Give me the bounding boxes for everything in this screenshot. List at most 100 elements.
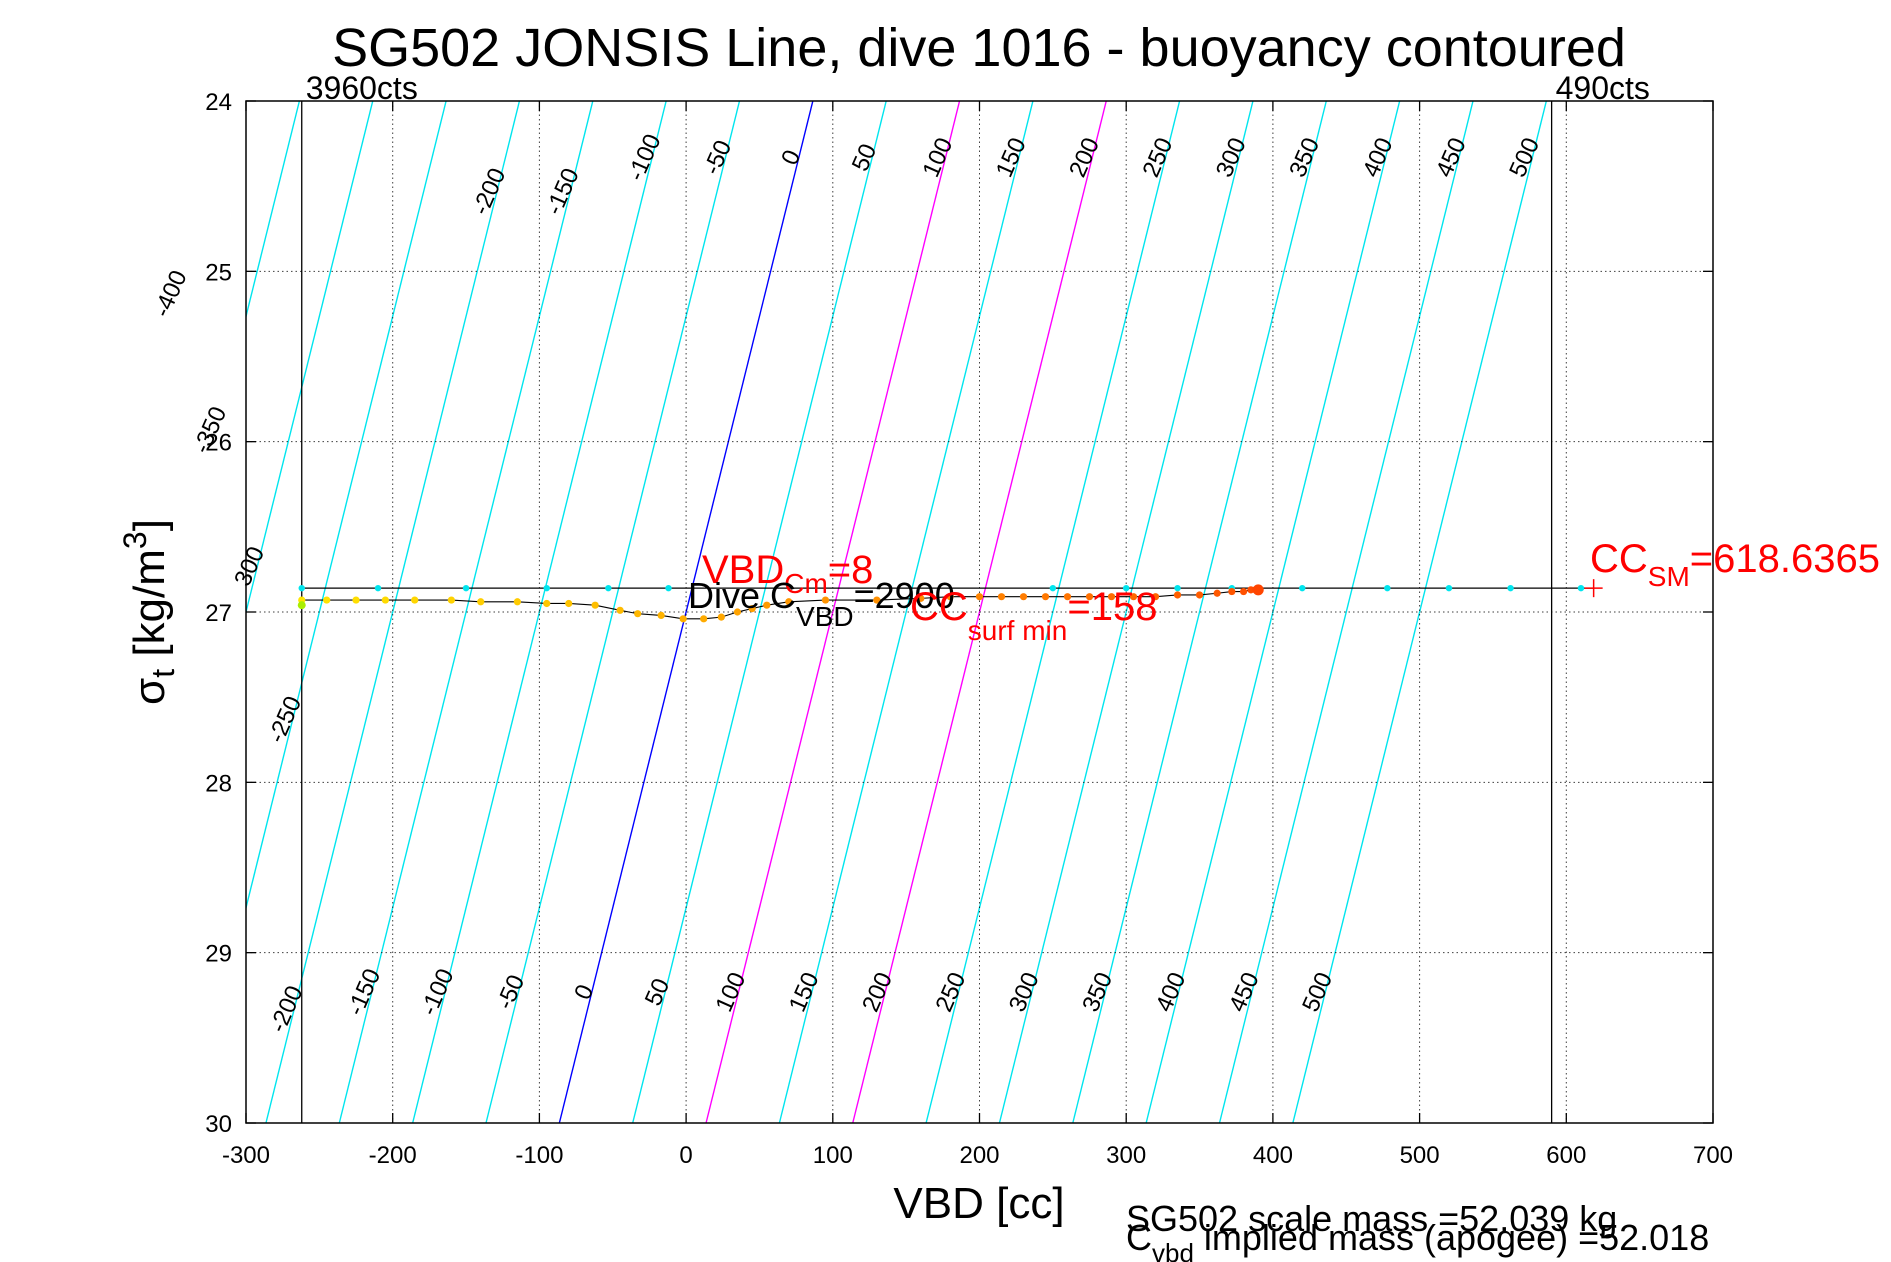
trajectory-point [763,601,771,609]
x-tick-label: 500 [1400,1142,1440,1169]
trajectory-point [1151,593,1160,601]
reference-point [1123,584,1130,592]
trajectory-point [1228,587,1236,596]
contour-label-bottom: 50 [640,975,676,1010]
contour-label-bottom: -100 [415,965,459,1020]
trajectory-line [301,589,1259,620]
trajectory-point [513,598,521,606]
contour-label-top: 0 [776,146,806,169]
contour-label-bottom: 150 [784,968,825,1016]
contour-label-top: 350 [1284,134,1325,182]
trajectory-point [1129,593,1138,601]
contour-label-top: 250 [1137,134,1178,182]
trajectory-point [748,604,756,613]
trajectory-point [616,606,624,614]
reference-point [1577,584,1585,592]
contour-label-bottom: -150 [342,965,386,1020]
trajectory-point [997,593,1006,601]
reference-point [462,584,470,592]
contour-line [0,101,226,1123]
trajectory-point [1195,591,1204,599]
x-tick-label: -100 [515,1142,563,1169]
contour-label-left: -250 [263,692,307,747]
chart-title: SG502 JONSIS Line, dive 1016 - buoyancy … [332,18,1626,78]
trajectory-point [565,599,573,608]
reference-point [1174,584,1181,592]
reference-point [605,584,612,592]
reference-point [543,584,550,592]
trajectory-point [679,615,687,623]
trajectory-point [946,593,954,601]
x-tick-label: 700 [1693,1142,1733,1169]
trajectory-point [1019,593,1028,601]
contour-label-left: 300 [229,543,270,591]
dive-c-vbd-annotation: Dive CVBD=2900 [688,575,955,632]
contour-line [0,101,79,1123]
contour-label-bottom: 450 [1224,968,1265,1016]
contour-label-top: 200 [1064,134,1105,182]
trajectory-point [352,596,360,604]
vbd-limit-label: 3960cts [306,70,418,106]
trajectory-point [657,611,665,620]
trajectory-point [543,599,551,608]
reference-point [374,584,382,592]
cc-surf-min-annotation: CCsurf min=158 [910,585,1157,646]
vbd-cm-annotation: VBDCm=8 [702,548,873,599]
trajectory-point [411,596,419,604]
contour-label-bottom: 200 [857,968,898,1016]
trajectory-point [634,610,642,618]
trajectory-point [297,601,306,610]
reference-point [665,584,672,592]
y-axis-label: σt [kg/m3] [117,519,181,705]
trajectory-point [975,593,984,601]
trajectory-point [1063,593,1072,601]
x-tick-label: 600 [1546,1142,1586,1169]
contour-label-bottom: 500 [1297,968,1338,1016]
trajectory-point [591,601,599,609]
trajectory-point [873,596,881,604]
contour-label-top: -200 [467,164,511,219]
trajectory-point [717,613,725,621]
contour-label-left: -400 [149,266,193,321]
y-tick-label: 24 [205,89,232,116]
contour-label-top: 450 [1431,134,1472,182]
contour-label-bottom: 100 [710,968,751,1016]
reference-point [298,584,305,592]
trajectory-point [1173,591,1182,599]
trajectory-point [477,598,485,606]
y-tick-label: 29 [205,941,232,968]
scale-mass-text: SG502 scale mass =52.039 kg [1126,1198,1617,1239]
contour-label-top: 100 [917,134,958,182]
x-tick-label: 400 [1253,1142,1293,1169]
reference-point [1049,584,1057,592]
reference-point [1445,584,1453,592]
contour-label-top: 400 [1358,134,1399,182]
contour-label-bottom: 250 [930,968,971,1016]
contour-label-bottom: 400 [1151,968,1192,1016]
x-tick-label: 300 [1106,1142,1146,1169]
y-tick-label: 25 [205,259,232,286]
trajectory-point [323,596,331,604]
contour-label-top: -150 [541,164,585,219]
trajectory-point [700,615,708,623]
x-tick-label: 100 [813,1142,853,1169]
contour-line [778,101,1034,1123]
trajectory-point [1239,587,1248,596]
contour-label-bottom: -50 [491,971,530,1014]
contour-label-bottom: 0 [569,981,599,1004]
trajectory-point [785,598,793,606]
trajectory-point [381,596,389,604]
trajectory-point [1213,589,1221,597]
contour-label-top: 50 [847,140,883,175]
reference-point [1384,584,1391,592]
reference-point [1507,584,1514,592]
cc-sm-annotation: CCSM=618.6365 [1590,537,1880,592]
y-tick-label: 28 [205,770,232,797]
trajectory-point [1107,593,1116,601]
contour-label-top: -50 [698,136,737,179]
x-tick-label: -300 [222,1142,270,1169]
y-tick-label: 27 [205,600,232,627]
contour-label-top: -100 [622,130,666,185]
contour-label-top: 300 [1211,134,1252,182]
